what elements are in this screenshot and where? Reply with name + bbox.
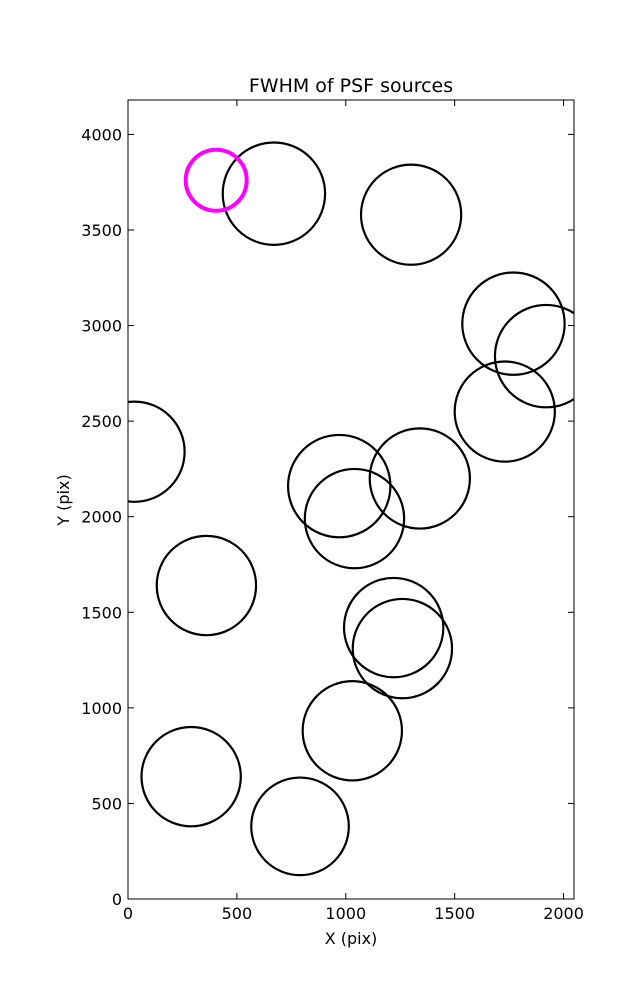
psf-circle-1-0 <box>183 147 249 213</box>
x-axis-label: X (pix) <box>325 929 378 948</box>
y-tick-label: 0 <box>112 890 122 909</box>
plot-frame <box>127 99 575 900</box>
psf-circle-0-2 <box>461 271 566 376</box>
psf-circle-0-13 <box>140 725 242 828</box>
y-tick-label: 3000 <box>81 317 122 336</box>
x-tick-label: 1000 <box>325 904 366 923</box>
psf-circle-0-4 <box>453 360 556 463</box>
x-tick-label: 500 <box>222 904 253 923</box>
chart-title: FWHM of PSF sources <box>249 75 453 97</box>
psf-circle-0-1 <box>359 163 463 266</box>
y-axis-label: Y (pix) <box>54 474 73 526</box>
x-tick-label: 0 <box>123 904 133 923</box>
ticks-layer: 0 500 1000 1500 2000 0 500 1000 1500 2000 2500 3000… <box>81 100 584 923</box>
x-tick-label: 1500 <box>434 904 475 923</box>
psf-circle-0-9 <box>155 534 258 637</box>
marks-layer <box>128 141 574 877</box>
y-tick-label: 1000 <box>81 699 122 718</box>
y-tick-label: 2000 <box>81 508 122 527</box>
psf-circle-0-10 <box>342 576 445 679</box>
y-tick-label: 3500 <box>81 221 122 240</box>
psf-circle-0-5 <box>128 400 186 503</box>
psf-circle-0-0 <box>221 141 327 246</box>
x-tick-label: 2000 <box>543 904 584 923</box>
psf-circle-0-6 <box>286 433 392 539</box>
psf-circle-0-8 <box>303 467 406 570</box>
psf-circle-0-7 <box>368 427 472 530</box>
y-tick-label: 2500 <box>81 412 122 431</box>
psf-circle-0-14 <box>250 776 350 877</box>
psf-circle-0-12 <box>301 680 404 782</box>
psf-circle-0-11 <box>351 597 454 700</box>
y-tick-label: 1500 <box>81 603 122 622</box>
psf-circle-0-3 <box>493 303 574 409</box>
y-tick-label: 4000 <box>81 125 122 144</box>
y-tick-label: 500 <box>91 794 122 813</box>
